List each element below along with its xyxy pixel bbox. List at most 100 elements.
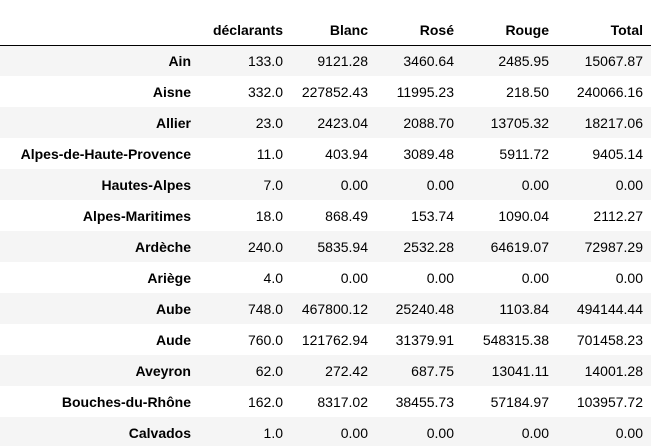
cell-rouge: 548315.38 <box>482 331 549 348</box>
cell-total: 240066.16 <box>576 83 643 100</box>
cell-rose: 2532.28 <box>403 238 454 255</box>
table-header: déclarants Blanc Rosé Rouge Total <box>0 15 651 46</box>
row-index-label: Aude <box>156 331 191 348</box>
cell-declarants: 4.0 <box>263 269 283 286</box>
row-index-label: Alpes-de-Haute-Provence <box>20 145 191 162</box>
cell-declarants: 1.0 <box>263 424 283 441</box>
cell-rose: 38455.73 <box>395 393 454 410</box>
cell-rouge: 64619.07 <box>490 238 549 255</box>
cell-total: 0.00 <box>615 424 643 441</box>
table-row: Alpes-Maritimes 18.0 868.49 153.74 1090.04 21… <box>0 200 651 231</box>
column-header-total: Total <box>557 15 651 46</box>
cell-total: 18217.06 <box>584 114 643 131</box>
table-body: Ain 133.0 9121.28 3460.64 2485.95 15067.87 Ais… <box>0 45 651 446</box>
row-index-label: Hautes-Alpes <box>101 176 191 193</box>
cell-blanc: 0.00 <box>340 176 368 193</box>
row-index-label: Alpes-Maritimes <box>82 207 191 224</box>
row-index-label: Calvados <box>128 424 191 441</box>
column-header-declarants: déclarants <box>199 15 291 46</box>
cell-rouge: 5911.72 <box>499 145 549 162</box>
cell-rose: 0.00 <box>426 176 454 193</box>
table-row: Aube 748.0 467800.12 25240.48 1103.84 494144.… <box>0 293 651 324</box>
cell-blanc: 868.49 <box>325 207 368 224</box>
cell-declarants: 162.0 <box>247 393 283 410</box>
cell-total: 103957.72 <box>576 393 643 410</box>
column-header-blanc: Blanc <box>291 15 376 46</box>
cell-rouge: 0.00 <box>521 176 549 193</box>
cell-rouge: 13705.32 <box>490 114 549 131</box>
cell-rose: 0.00 <box>426 424 454 441</box>
cell-rouge: 1090.04 <box>498 207 549 224</box>
index-header <box>0 15 199 46</box>
row-index-label: Aisne <box>152 83 191 100</box>
row-index-label: Bouches-du-Rhône <box>61 393 191 410</box>
table-row: Calvados 1.0 0.00 0.00 0.00 0.00 <box>0 417 651 446</box>
cell-blanc: 272.42 <box>325 362 368 379</box>
cell-rose: 31379.91 <box>395 331 454 348</box>
table-row: Ain 133.0 9121.28 3460.64 2485.95 15067.87 <box>0 45 651 76</box>
cell-declarants: 62.0 <box>255 362 283 379</box>
table-row: Ariège 4.0 0.00 0.00 0.00 0.00 <box>0 262 651 293</box>
cell-total: 14001.28 <box>584 362 643 379</box>
table-row: Bouches-du-Rhône 162.0 8317.02 38455.73 5718… <box>0 386 651 417</box>
cell-total: 0.00 <box>615 176 643 193</box>
cell-total: 701458.23 <box>576 331 643 348</box>
table-row: Alpes-de-Haute-Provence 11.0 403.94 3089.48… <box>0 138 651 169</box>
table-row: Aveyron 62.0 272.42 687.75 13041.11 14001.28 <box>0 355 651 386</box>
cell-blanc: 0.00 <box>340 424 368 441</box>
dataframe-table: déclarants Blanc Rosé Rouge Total Ain 133… <box>0 15 651 446</box>
cell-rose: 153.74 <box>411 207 454 224</box>
table-row: Ardèche 240.0 5835.94 2532.28 64619.07 72987.… <box>0 231 651 262</box>
cell-blanc: 403.94 <box>325 145 368 162</box>
cell-declarants: 7.0 <box>263 176 283 193</box>
cell-declarants: 23.0 <box>255 114 283 131</box>
cell-total: 494144.44 <box>576 300 643 317</box>
cell-rose: 0.00 <box>426 269 454 286</box>
row-index-label: Ardèche <box>134 238 191 255</box>
cell-total: 9405.14 <box>592 145 643 162</box>
table-row: Allier 23.0 2423.04 2088.70 13705.32 18217.06 <box>0 107 651 138</box>
table-row: Aude 760.0 121762.94 31379.91 548315.38 70145… <box>0 324 651 355</box>
cell-rose: 687.75 <box>411 362 454 379</box>
row-index-label: Ain <box>168 52 191 69</box>
cell-total: 2112.27 <box>593 207 643 224</box>
cell-declarants: 748.0 <box>247 300 283 317</box>
cell-rouge: 0.00 <box>521 424 549 441</box>
cell-blanc: 8317.02 <box>317 393 368 410</box>
cell-blanc: 227852.43 <box>301 83 368 100</box>
cell-declarants: 11.0 <box>256 145 283 162</box>
row-index-label: Ariège <box>147 269 191 286</box>
cell-blanc: 9121.28 <box>317 52 368 69</box>
cell-declarants: 18.0 <box>255 207 283 224</box>
cell-declarants: 760.0 <box>247 331 283 348</box>
cell-blanc: 5835.94 <box>317 238 368 255</box>
header-row: déclarants Blanc Rosé Rouge Total <box>0 15 651 46</box>
cell-rouge: 218.50 <box>506 83 549 100</box>
cell-total: 15067.87 <box>584 52 643 69</box>
cell-rose: 25240.48 <box>395 300 454 317</box>
cell-rouge: 0.00 <box>521 269 549 286</box>
cell-blanc: 0.00 <box>340 269 368 286</box>
cell-rouge: 2485.95 <box>498 52 549 69</box>
cell-rose: 2088.70 <box>403 114 454 131</box>
cell-rose: 3089.48 <box>403 145 454 162</box>
cell-rouge: 13041.11 <box>491 362 549 379</box>
cell-declarants: 332.0 <box>247 83 283 100</box>
cell-rose: 3460.64 <box>403 52 454 69</box>
column-header-rouge: Rouge <box>462 15 557 46</box>
cell-blanc: 467800.12 <box>301 300 368 317</box>
cell-declarants: 240.0 <box>247 238 283 255</box>
cell-blanc: 121762.94 <box>301 331 368 348</box>
row-index-label: Aveyron <box>135 362 191 379</box>
cell-total: 72987.29 <box>584 238 643 255</box>
table-row: Hautes-Alpes 7.0 0.00 0.00 0.00 0.00 <box>0 169 651 200</box>
cell-blanc: 2423.04 <box>317 114 368 131</box>
column-header-rose: Rosé <box>376 15 462 46</box>
row-index-label: Aube <box>156 300 191 317</box>
cell-rouge: 1103.84 <box>499 300 549 317</box>
cell-declarants: 133.0 <box>247 52 283 69</box>
table-row: Aisne 332.0 227852.43 11995.23 218.50 240066.… <box>0 76 651 107</box>
cell-total: 0.00 <box>615 269 643 286</box>
cell-rose: 11995.23 <box>396 83 454 100</box>
